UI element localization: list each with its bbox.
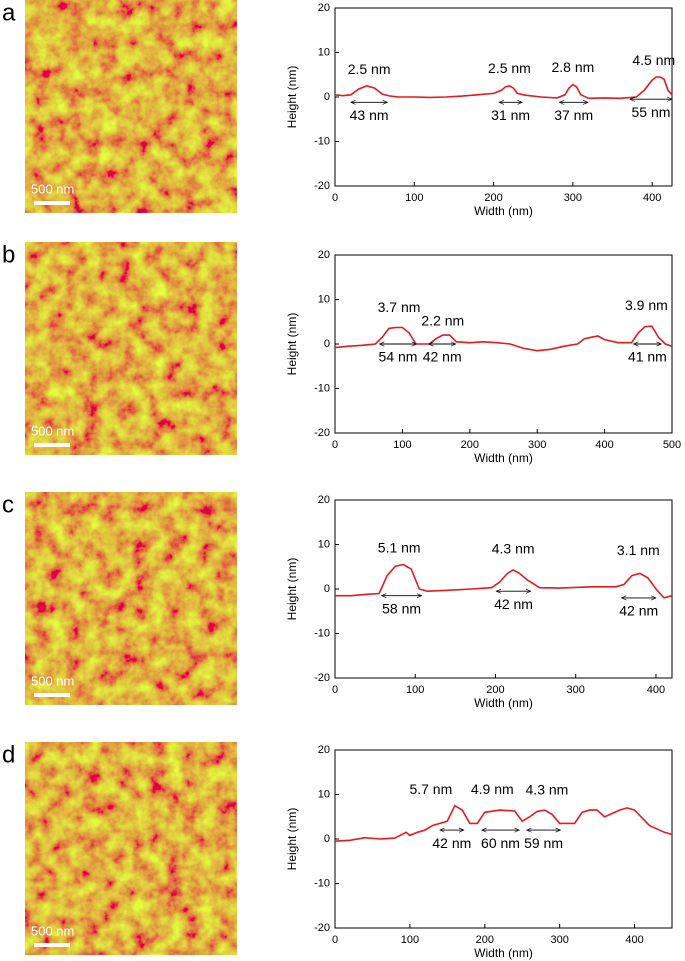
x-tick-label: 200 — [461, 439, 479, 451]
peak-width-label: 42 nm — [423, 349, 462, 365]
x-axis-label: Width (nm) — [474, 696, 533, 710]
x-tick-label: 300 — [567, 684, 585, 696]
y-axis-label: Height (nm) — [285, 66, 299, 129]
y-tick-label: 10 — [318, 293, 330, 305]
x-tick-label: 0 — [332, 934, 338, 946]
peak-height-label: 2.5 nm — [488, 60, 531, 76]
y-tick-label: -20 — [314, 180, 330, 192]
scale-bar-label: 500 nm — [31, 423, 74, 438]
y-axis-label: Height (nm) — [285, 313, 299, 376]
peak-width-label: 42 nm — [619, 603, 658, 619]
x-tick-label: 500 — [663, 439, 681, 451]
x-tick-label: 300 — [564, 192, 582, 204]
peak-height-label: 4.3 nm — [492, 541, 535, 557]
panel-label: a — [2, 0, 16, 26]
y-tick-label: -10 — [314, 135, 330, 147]
peak-height-label: 4.9 nm — [471, 781, 514, 797]
peak-width-label: 31 nm — [491, 107, 530, 123]
peak-width-label: 55 nm — [632, 104, 671, 120]
peak-height-label: 3.7 nm — [378, 299, 421, 315]
peak-width-label: 42 nm — [494, 596, 533, 612]
y-tick-label: -20 — [314, 922, 330, 934]
peak-width-label: 59 nm — [524, 835, 563, 851]
peak-width-label: 37 nm — [554, 107, 593, 123]
afm-image — [25, 0, 237, 213]
x-tick-label: 200 — [476, 934, 494, 946]
scale-bar-label: 500 nm — [31, 673, 74, 688]
scale-bar-label: 500 nm — [31, 923, 74, 938]
y-axis-label: Height (nm) — [285, 808, 299, 871]
peak-height-label: 4.5 nm — [632, 52, 675, 68]
x-tick-label: 0 — [332, 439, 338, 451]
scale-bar-label: 500 nm — [31, 181, 74, 196]
peak-height-label: 2.2 nm — [421, 312, 464, 328]
y-tick-label: 0 — [324, 91, 330, 103]
height-profile — [335, 563, 673, 599]
peak-height-label: 5.1 nm — [378, 540, 421, 556]
plot-frame — [334, 499, 673, 679]
height-profile — [334, 804, 673, 842]
peak-width-label: 54 nm — [379, 349, 418, 365]
y-tick-label: -20 — [314, 672, 330, 684]
x-tick-label: 0 — [332, 192, 338, 204]
y-tick-label: -10 — [314, 382, 330, 394]
x-tick-label: 100 — [393, 439, 411, 451]
x-tick-label: 100 — [406, 684, 424, 696]
peak-height-label: 4.3 nm — [526, 782, 569, 798]
x-tick-label: 400 — [625, 934, 643, 946]
x-tick-label: 400 — [595, 439, 613, 451]
y-tick-label: -20 — [314, 427, 330, 439]
peak-height-label: 2.5 nm — [348, 61, 391, 77]
y-tick-label: 20 — [318, 744, 330, 756]
peak-width-label: 42 nm — [432, 835, 471, 851]
y-axis-label: Height (nm) — [285, 558, 299, 621]
y-tick-label: 20 — [318, 2, 330, 14]
x-tick-label: 200 — [486, 684, 504, 696]
peak-width-label: 43 nm — [350, 107, 389, 123]
x-axis-label: Width (nm) — [474, 451, 533, 465]
x-tick-label: 100 — [405, 192, 423, 204]
y-tick-label: 20 — [318, 249, 330, 261]
x-axis-label: Width (nm) — [474, 204, 533, 218]
y-tick-label: 10 — [318, 538, 330, 550]
peak-height-label: 3.9 nm — [625, 297, 668, 313]
y-tick-label: 0 — [324, 338, 330, 350]
peak-width-label: 60 nm — [481, 835, 520, 851]
plot-frame — [334, 7, 673, 187]
peak-width-label: 58 nm — [382, 600, 421, 616]
panel-label: b — [2, 241, 15, 268]
afm-image — [25, 742, 237, 955]
peak-height-label: 2.8 nm — [551, 59, 594, 75]
y-tick-label: 10 — [318, 788, 330, 800]
y-tick-label: 0 — [324, 833, 330, 845]
x-tick-label: 300 — [550, 934, 568, 946]
afm-image — [25, 492, 237, 705]
x-tick-label: 400 — [643, 192, 661, 204]
panel-label: d — [2, 741, 15, 768]
y-tick-label: 20 — [318, 494, 330, 506]
y-tick-label: 10 — [318, 46, 330, 58]
peak-width-label: 41 nm — [628, 349, 667, 365]
peak-height-label: 3.1 nm — [617, 542, 660, 558]
y-tick-label: -10 — [314, 877, 330, 889]
peak-height-label: 5.7 nm — [409, 781, 452, 797]
panel-label: c — [2, 491, 14, 518]
x-tick-label: 400 — [647, 684, 665, 696]
afm-image — [25, 242, 237, 455]
y-tick-label: -10 — [314, 627, 330, 639]
y-tick-label: 0 — [324, 583, 330, 595]
x-tick-label: 300 — [528, 439, 546, 451]
x-tick-label: 100 — [401, 934, 419, 946]
x-axis-label: Width (nm) — [474, 946, 533, 960]
height-profile — [334, 325, 673, 352]
height-profile — [334, 76, 673, 100]
x-tick-label: 0 — [332, 684, 338, 696]
x-tick-label: 200 — [484, 192, 502, 204]
